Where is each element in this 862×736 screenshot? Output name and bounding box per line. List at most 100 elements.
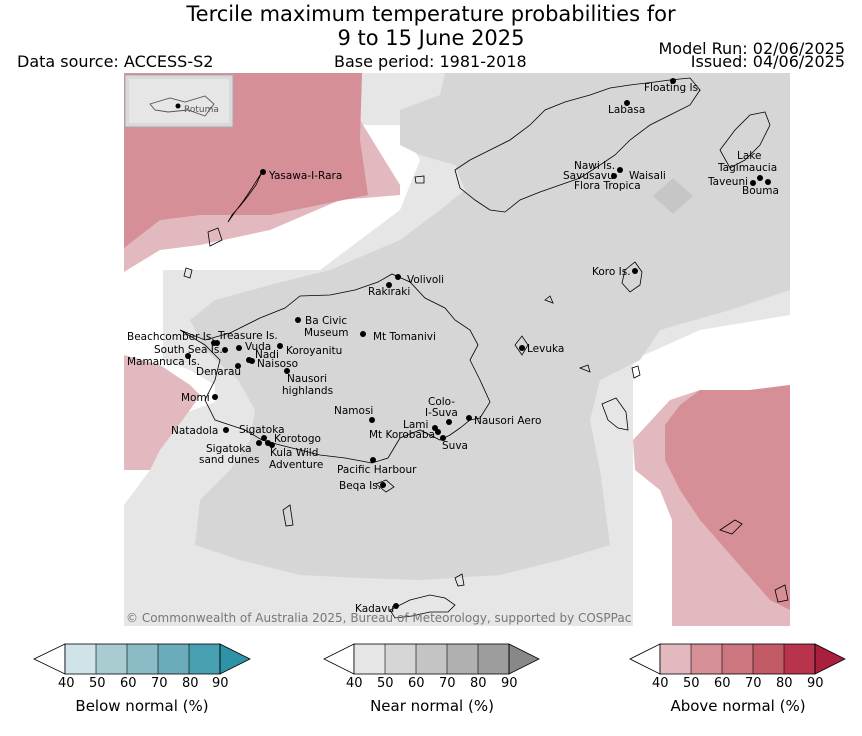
place-markers xyxy=(185,78,771,609)
koro-coast xyxy=(621,261,643,293)
cb-near-seg-4 xyxy=(447,644,478,674)
label-beqa: Beqa Is. xyxy=(339,480,381,492)
cb-below-tick: 80 xyxy=(182,676,199,691)
label-kadavu: Kadavu xyxy=(355,603,394,615)
data-source: Data source: ACCESS-S2 xyxy=(17,52,214,71)
cb-below-tick: 60 xyxy=(120,676,137,691)
label-lake: Lake xyxy=(737,150,761,162)
label-levuka: Levuka xyxy=(527,343,564,355)
cb-above-over xyxy=(814,643,846,675)
label-korotogo: Korotogo xyxy=(274,433,321,445)
label-floating-is: Floating Is. xyxy=(644,82,701,94)
inset-label: Rotuma xyxy=(184,105,219,115)
cb-near-title: Near normal (%) xyxy=(370,697,494,715)
cb-below-seg-1 xyxy=(65,644,96,674)
label-natadola: Natadola xyxy=(171,425,218,437)
above-normal-region-50-se xyxy=(665,385,790,610)
cb-above-tick: 80 xyxy=(776,676,793,691)
colorbar-near xyxy=(323,643,540,675)
rotuma-inset: Rotuma xyxy=(124,74,234,128)
cb-near-seg-5 xyxy=(478,644,509,674)
label-rakiraki: Rakiraki xyxy=(368,286,410,298)
cb-near-over xyxy=(508,643,540,675)
base-period: Base period: 1981-2018 xyxy=(334,52,527,71)
cb-near-seg-2 xyxy=(385,644,416,674)
label-kula-wild: Kula Wild xyxy=(270,447,318,459)
cb-above-seg-5 xyxy=(784,644,815,674)
model-run: Model Run: 02/06/2025 xyxy=(658,39,846,58)
issued-date: Issued: 04/06/2025 xyxy=(690,52,845,71)
cb-near-seg-3 xyxy=(416,644,447,674)
yasawa-coast xyxy=(227,171,263,223)
cb-near-tick: 80 xyxy=(470,676,487,691)
title-line-1: Tercile maximum temperature probabilitie… xyxy=(186,2,676,26)
label-museum: Museum xyxy=(304,327,349,339)
label-vuda: Vuda xyxy=(245,341,271,353)
cb-above-tick: 50 xyxy=(683,676,700,691)
label-ba-civic: Ba Civic xyxy=(305,315,347,327)
label-beachcomber: Beachcomber Is. xyxy=(127,331,215,343)
label-lami: Lami xyxy=(403,419,428,431)
label-highlands: highlands xyxy=(282,385,333,397)
label-naisoso: Naisoso xyxy=(257,358,298,370)
label-momi: Momi xyxy=(181,392,210,404)
cb-below-seg-5 xyxy=(189,644,220,674)
cb-below-tick: 50 xyxy=(89,676,106,691)
cb-near-tick: 90 xyxy=(501,676,518,691)
label-treasure: Treasure Is. xyxy=(217,330,278,342)
label-koroyanitu: Koroyanitu xyxy=(286,345,342,357)
map-frame xyxy=(124,73,790,626)
label-labasa: Labasa xyxy=(608,104,645,116)
map-title: Tercile maximum temperature probabilitie… xyxy=(0,2,862,50)
cb-below-seg-4 xyxy=(158,644,189,674)
label-nadi: Nadi xyxy=(255,349,279,361)
kadavu-coast xyxy=(389,594,456,619)
label-koro: Koro Is. xyxy=(592,266,631,278)
copyright: © Commonwealth of Australia 2025, Bureau… xyxy=(126,611,631,625)
cb-above-under xyxy=(629,643,661,675)
label-yasawa: Yasawa-I-Rara xyxy=(268,170,342,182)
cb-near-tick: 70 xyxy=(439,676,456,691)
cb-above-title: Above normal (%) xyxy=(670,697,806,715)
label-bouma: Bouma xyxy=(742,185,779,197)
cb-above-seg-3 xyxy=(722,644,753,674)
label-namosi: Namosi xyxy=(334,405,373,417)
cb-below-seg-3 xyxy=(127,644,158,674)
cb-above-seg-4 xyxy=(753,644,784,674)
cb-near-under xyxy=(323,643,355,675)
label-sigatoka: Sigatoka xyxy=(239,424,285,436)
beqa-coast xyxy=(375,479,395,493)
cb-below-over xyxy=(219,643,251,675)
label-mt-korobaba: Mt Korobaba xyxy=(369,429,435,441)
label-volivoli: Volivoli xyxy=(407,274,444,286)
cb-above-tick: 70 xyxy=(745,676,762,691)
cb-near-tick: 50 xyxy=(377,676,394,691)
cb-above-seg-1 xyxy=(660,644,691,674)
label-flora-tropica: Flora Tropica xyxy=(574,180,641,192)
label-mamanuca: Mamanuca Is. xyxy=(127,356,200,368)
cb-above-tick: 40 xyxy=(652,676,669,691)
cb-below-title: Below normal (%) xyxy=(75,697,209,715)
label-taveuni: Taveuni xyxy=(707,176,748,188)
taveuni-coast xyxy=(719,111,771,169)
label-suva: Suva xyxy=(442,440,468,452)
colorbar-above xyxy=(629,643,846,675)
label-south-sea: South Sea Is. xyxy=(154,344,223,356)
cb-above-seg-2 xyxy=(691,644,722,674)
label-denarau: Denarau xyxy=(196,366,241,378)
place-labels: Floating Is. Labasa Yasawa-I-Rara Nawi I… xyxy=(127,82,779,615)
cb-below-tick: 90 xyxy=(212,676,229,691)
label-sigatoka-2: Sigatoka xyxy=(206,443,252,455)
vanua-levu-coast xyxy=(454,77,701,213)
title-line-2: 9 to 15 June 2025 xyxy=(337,26,525,50)
label-nausori: Nausori xyxy=(287,373,327,385)
cb-below-under xyxy=(33,643,66,675)
label-waisali: Waisali xyxy=(629,170,666,182)
label-nausori-aero: Nausori Aero xyxy=(474,415,541,427)
cb-above-tick: 90 xyxy=(807,676,824,691)
colorbar-below xyxy=(33,643,251,675)
cb-above-tick: 60 xyxy=(714,676,731,691)
label-savusavu: Savusavu xyxy=(563,170,614,182)
cb-below-tick: 70 xyxy=(151,676,168,691)
